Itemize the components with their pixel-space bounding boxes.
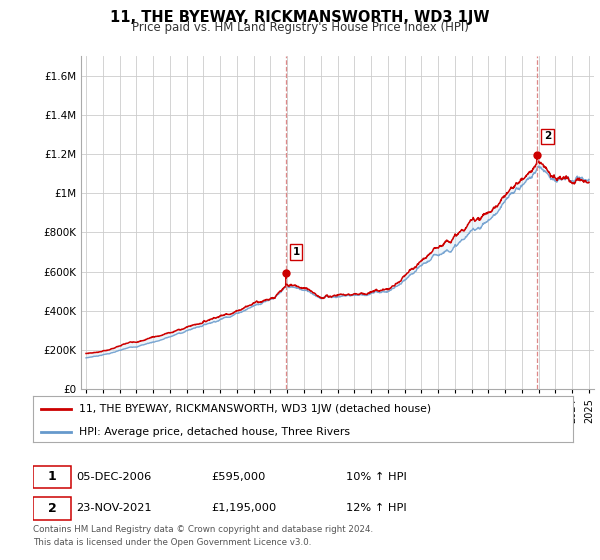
Text: Price paid vs. HM Land Registry's House Price Index (HPI): Price paid vs. HM Land Registry's House … bbox=[131, 21, 469, 34]
Text: 10% ↑ HPI: 10% ↑ HPI bbox=[346, 472, 407, 482]
Text: 05-DEC-2006: 05-DEC-2006 bbox=[76, 472, 151, 482]
Text: 2: 2 bbox=[47, 502, 56, 515]
Text: Contains HM Land Registry data © Crown copyright and database right 2024.
This d: Contains HM Land Registry data © Crown c… bbox=[33, 525, 373, 547]
Text: 11, THE BYEWAY, RICKMANSWORTH, WD3 1JW: 11, THE BYEWAY, RICKMANSWORTH, WD3 1JW bbox=[110, 10, 490, 25]
Text: 11, THE BYEWAY, RICKMANSWORTH, WD3 1JW (detached house): 11, THE BYEWAY, RICKMANSWORTH, WD3 1JW (… bbox=[79, 404, 431, 414]
Text: 12% ↑ HPI: 12% ↑ HPI bbox=[346, 503, 407, 514]
FancyBboxPatch shape bbox=[33, 465, 71, 488]
FancyBboxPatch shape bbox=[33, 497, 71, 520]
Text: £1,195,000: £1,195,000 bbox=[211, 503, 277, 514]
Text: 1: 1 bbox=[293, 247, 300, 257]
Text: 23-NOV-2021: 23-NOV-2021 bbox=[76, 503, 152, 514]
Text: HPI: Average price, detached house, Three Rivers: HPI: Average price, detached house, Thre… bbox=[79, 427, 350, 437]
Text: 1: 1 bbox=[47, 470, 56, 483]
Text: £595,000: £595,000 bbox=[211, 472, 266, 482]
Text: 2: 2 bbox=[544, 131, 551, 141]
